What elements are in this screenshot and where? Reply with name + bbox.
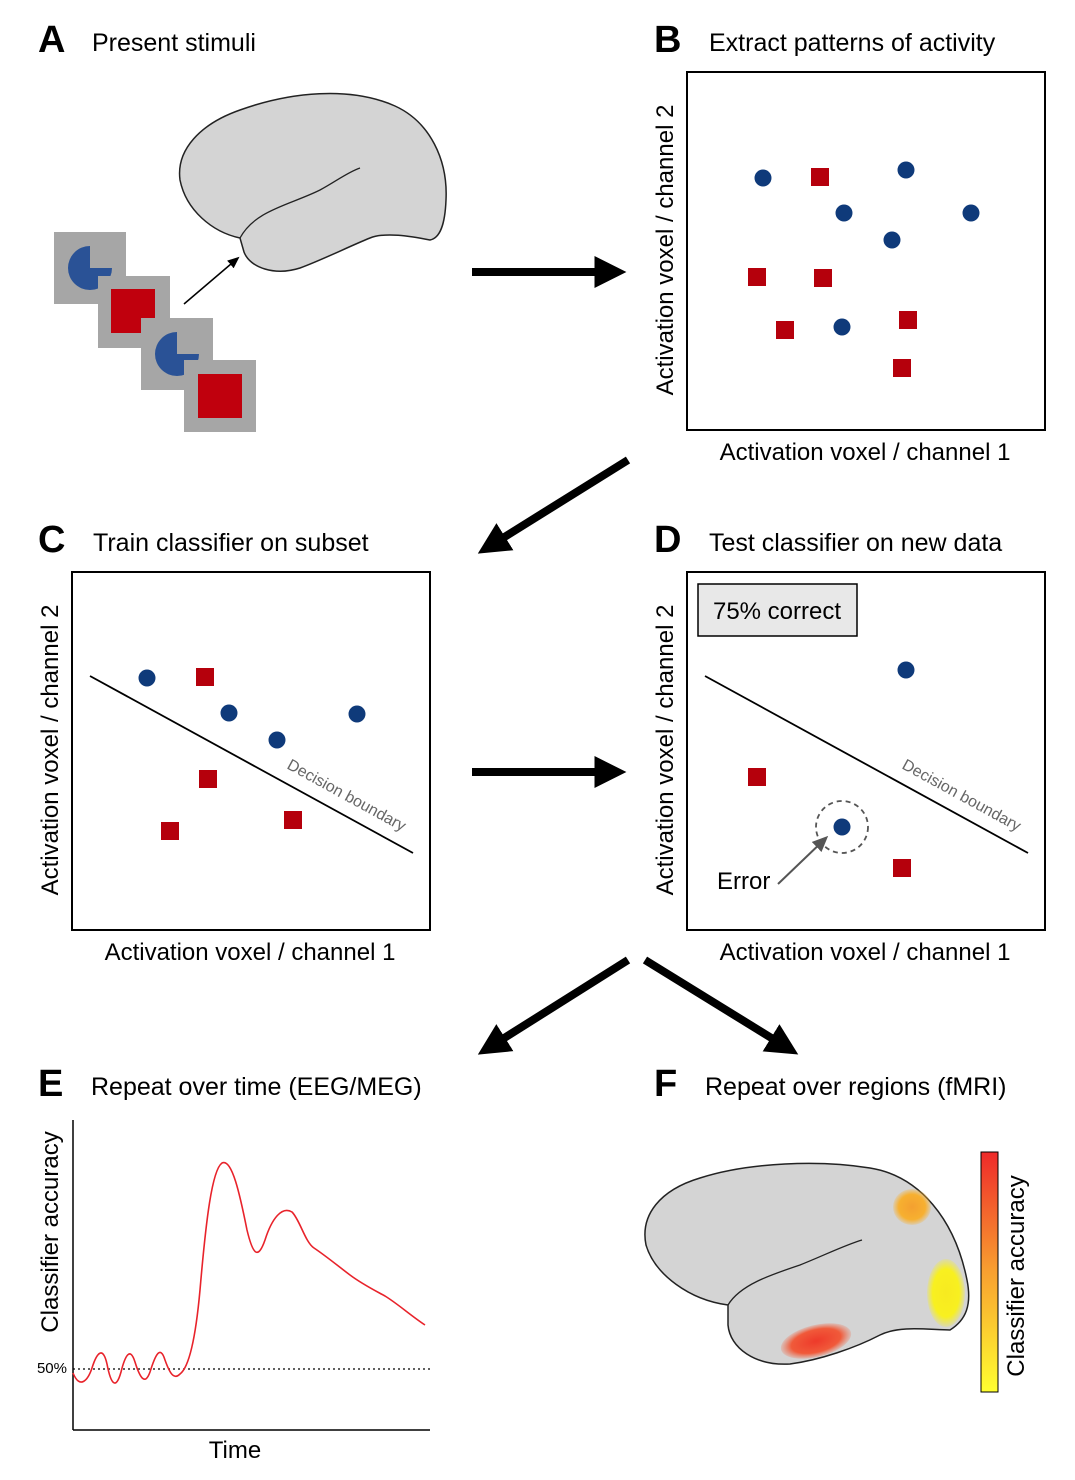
panel-c-title: Train classifier on subset (93, 529, 369, 557)
panel-b-label: B (654, 19, 681, 61)
pattern-point-square (811, 168, 829, 186)
panel-b-points (748, 161, 980, 377)
training-point-circle (348, 705, 366, 723)
colorbar-label: Classifier accuracy (1003, 1175, 1030, 1376)
accuracy-blob-occipital (927, 1259, 965, 1327)
accuracy-box-label: 75% correct (713, 598, 841, 625)
panel-e-x-axis-label: Time (209, 1437, 261, 1464)
panel-e-y-axis-label: Classifier accuracy (37, 1131, 64, 1332)
panel-d: D Test classifier on new data Activation… (652, 519, 1046, 966)
training-point-circle (138, 669, 156, 687)
training-point-square (284, 811, 302, 829)
training-point-square (161, 822, 179, 840)
panel-b-x-axis-label: Activation voxel / channel 1 (720, 439, 1011, 466)
pattern-point-circle (897, 161, 915, 179)
pattern-point-circle (833, 318, 851, 336)
panel-f: F Repeat over regions (fMRI) Classifier … (644, 1063, 1030, 1393)
panel-d-title: Test classifier on new data (709, 529, 1002, 557)
panel-c: C Train classifier on subset Activation … (37, 519, 431, 966)
panel-d-y-axis-label: Activation voxel / channel 2 (652, 605, 679, 896)
panel-b-plot-frame (686, 71, 1046, 431)
panel-f-title: Repeat over regions (fMRI) (705, 1073, 1007, 1101)
training-point-circle (268, 731, 286, 749)
panel-b-title: Extract patterns of activity (709, 29, 996, 57)
panel-c-plot-frame (71, 571, 431, 931)
flow-arrow-d-to-e (477, 956, 631, 1055)
pattern-point-square (776, 321, 794, 339)
brain-sulcus (727, 1239, 863, 1306)
flow-arrow-b-to-c (477, 456, 631, 554)
panel-c-points (138, 668, 366, 840)
panel-e-label: E (38, 1063, 63, 1105)
pattern-point-square (748, 268, 766, 286)
error-label: Error (717, 868, 770, 895)
panel-d-points (748, 661, 915, 877)
panel-a-label: A (38, 19, 65, 61)
accuracy-colorbar (980, 1151, 999, 1393)
panel-a: A Present stimuli (38, 19, 447, 432)
brain-illustration (644, 1162, 970, 1365)
stimulus-to-brain-arrow (183, 256, 240, 305)
accuracy-box (697, 583, 858, 637)
flow-arrow-d-to-f (642, 956, 799, 1055)
decision-boundary-line (704, 675, 1029, 854)
error-arrow (777, 835, 829, 885)
panel-b: B Extract patterns of activity Activatio… (652, 19, 1046, 466)
pattern-point-square (814, 269, 832, 287)
panel-b-y-axis-label: Activation voxel / channel 2 (652, 105, 679, 396)
panel-d-x-axis-label: Activation voxel / channel 1 (720, 939, 1011, 966)
stimulus-sequence (54, 232, 256, 432)
chance-level-label: 50% (37, 1360, 67, 1377)
accuracy-blob-temporal (780, 1323, 852, 1359)
pattern-point-circle (754, 169, 772, 187)
training-point-square (196, 668, 214, 686)
pattern-point-circle (835, 204, 853, 222)
panel-a-title: Present stimuli (92, 29, 256, 57)
panel-e: E Repeat over time (EEG/MEG) 50% Time Cl… (37, 1063, 430, 1464)
panel-c-x-axis-label: Activation voxel / channel 1 (105, 939, 396, 966)
pattern-point-circle (962, 204, 980, 222)
decision-boundary-line (89, 675, 414, 854)
panel-f-label: F (654, 1063, 677, 1105)
panel-c-y-axis-label: Activation voxel / channel 2 (37, 605, 64, 896)
accuracy-blob-parietal (893, 1189, 931, 1225)
panel-e-title: Repeat over time (EEG/MEG) (91, 1073, 422, 1101)
training-point-square (199, 770, 217, 788)
test-point-square (748, 768, 766, 786)
brain-illustration (178, 92, 447, 272)
error-highlight-ring (815, 800, 869, 854)
brain-sulcus (239, 167, 361, 239)
stimulus-square (198, 374, 242, 418)
training-point-circle (220, 704, 238, 722)
test-point-circle (897, 661, 915, 679)
pattern-point-square (899, 311, 917, 329)
test-point-square (893, 859, 911, 877)
classifier-accuracy-time-course (72, 1161, 426, 1384)
panel-d-label: D (654, 519, 681, 561)
test-point-misclassified (833, 818, 851, 836)
pattern-point-square (893, 359, 911, 377)
pattern-point-circle (883, 231, 901, 249)
panel-c-label: C (38, 519, 65, 561)
